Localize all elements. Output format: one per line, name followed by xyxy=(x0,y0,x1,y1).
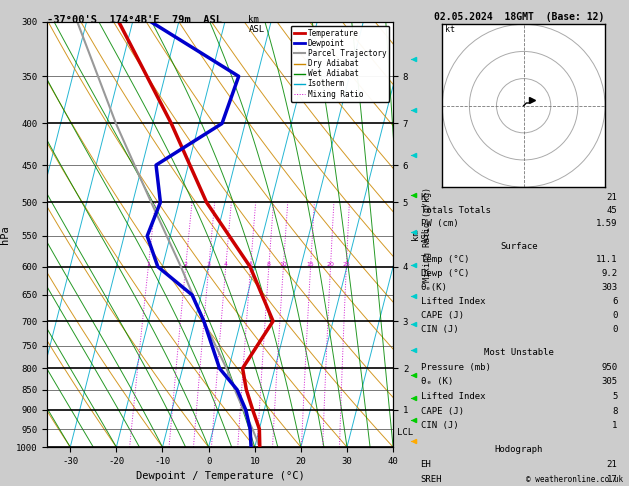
Text: Lifted Index: Lifted Index xyxy=(421,392,485,401)
Text: 3: 3 xyxy=(207,261,211,267)
Text: Lifted Index: Lifted Index xyxy=(421,297,485,306)
Text: LCL: LCL xyxy=(397,428,413,437)
Text: CAPE (J): CAPE (J) xyxy=(421,311,464,320)
Text: 0: 0 xyxy=(612,311,617,320)
Text: Surface: Surface xyxy=(500,242,538,250)
Text: 45: 45 xyxy=(606,206,617,215)
Text: 1.59: 1.59 xyxy=(596,219,617,228)
Text: © weatheronline.co.uk: © weatheronline.co.uk xyxy=(526,474,623,484)
Text: 1: 1 xyxy=(612,421,617,430)
Text: Dewp (°C): Dewp (°C) xyxy=(421,269,469,278)
Text: kt: kt xyxy=(445,25,455,35)
Text: 11.1: 11.1 xyxy=(596,256,617,264)
Text: 950: 950 xyxy=(601,363,617,372)
Y-axis label: km
ASL: km ASL xyxy=(411,226,430,243)
Text: 21: 21 xyxy=(606,193,617,202)
Text: θₑ(K): θₑ(K) xyxy=(421,283,447,292)
Text: CIN (J): CIN (J) xyxy=(421,325,458,334)
Y-axis label: hPa: hPa xyxy=(1,225,11,244)
Text: 6: 6 xyxy=(612,297,617,306)
Text: SREH: SREH xyxy=(421,475,442,485)
Text: 8: 8 xyxy=(267,261,271,267)
Text: 02.05.2024  18GMT  (Base: 12): 02.05.2024 18GMT (Base: 12) xyxy=(434,12,604,22)
Text: CAPE (J): CAPE (J) xyxy=(421,407,464,416)
Text: 6: 6 xyxy=(248,261,253,267)
Text: 20: 20 xyxy=(326,261,335,267)
Text: 25: 25 xyxy=(342,261,350,267)
Text: EH: EH xyxy=(421,460,431,469)
Text: 8: 8 xyxy=(612,407,617,416)
X-axis label: Dewpoint / Temperature (°C): Dewpoint / Temperature (°C) xyxy=(136,471,304,482)
Text: CIN (J): CIN (J) xyxy=(421,421,458,430)
Text: km
ASL: km ASL xyxy=(248,15,265,34)
Legend: Temperature, Dewpoint, Parcel Trajectory, Dry Adiabat, Wet Adiabat, Isotherm, Mi: Temperature, Dewpoint, Parcel Trajectory… xyxy=(291,26,389,102)
Text: Hodograph: Hodograph xyxy=(495,445,543,454)
Text: 10: 10 xyxy=(279,261,287,267)
Text: 1: 1 xyxy=(147,261,150,267)
Text: 9.2: 9.2 xyxy=(601,269,617,278)
Text: 2: 2 xyxy=(184,261,187,267)
Text: Mixing Ratio (g/kg): Mixing Ratio (g/kg) xyxy=(423,187,432,282)
Text: θₑ (K): θₑ (K) xyxy=(421,378,453,386)
Text: 21: 21 xyxy=(606,460,617,469)
Text: Pressure (mb): Pressure (mb) xyxy=(421,363,491,372)
Text: PW (cm): PW (cm) xyxy=(421,219,458,228)
Text: 0: 0 xyxy=(612,325,617,334)
Text: 305: 305 xyxy=(601,378,617,386)
Text: 303: 303 xyxy=(601,283,617,292)
Text: K: K xyxy=(421,193,426,202)
Text: -37°00'S  174°4B'E  79m  ASL: -37°00'S 174°4B'E 79m ASL xyxy=(47,15,222,25)
Text: Most Unstable: Most Unstable xyxy=(484,348,554,357)
Text: 15: 15 xyxy=(307,261,314,267)
Text: Temp (°C): Temp (°C) xyxy=(421,256,469,264)
Text: Totals Totals: Totals Totals xyxy=(421,206,491,215)
Text: 17: 17 xyxy=(606,475,617,485)
Text: 5: 5 xyxy=(612,392,617,401)
Text: 4: 4 xyxy=(224,261,228,267)
